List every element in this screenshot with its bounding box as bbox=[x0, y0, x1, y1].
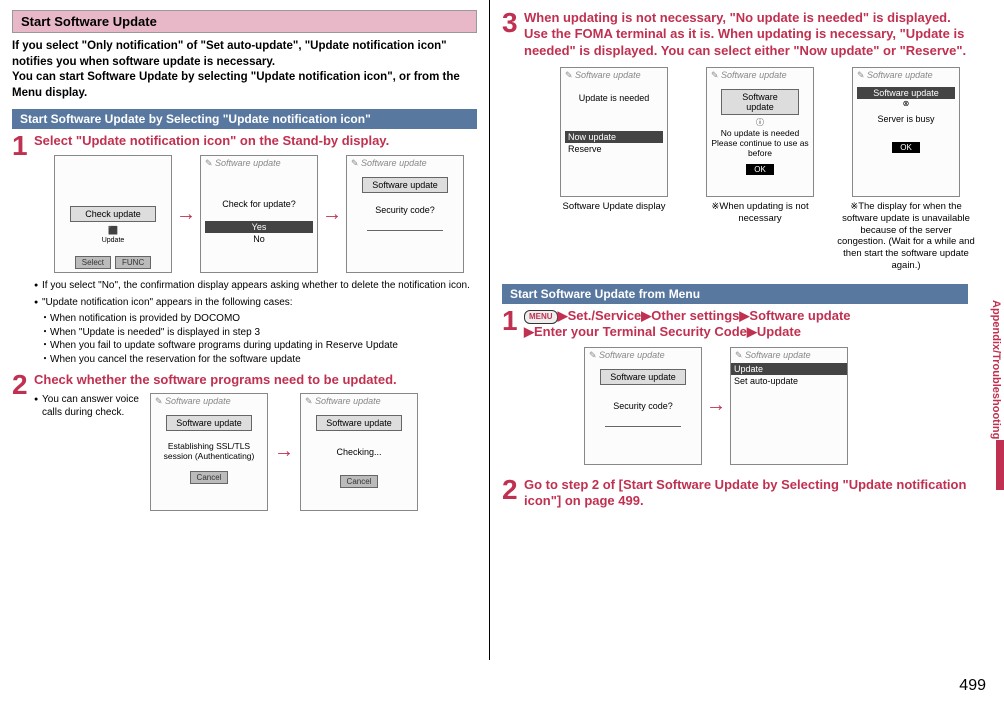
arrow-icon: → bbox=[176, 203, 196, 226]
screen-row-1: Check update ⬛Update Select FUNC → Softw… bbox=[54, 155, 477, 273]
menu-button-icon: MENU bbox=[524, 310, 558, 324]
security-code-screen: Software update Software update Security… bbox=[346, 155, 464, 273]
step-number: 2 bbox=[12, 372, 34, 510]
screen-title: Software update bbox=[731, 348, 847, 363]
yes-option: Yes bbox=[205, 221, 313, 233]
security-label: Security code? bbox=[375, 205, 435, 215]
status-message: Establishing SSL/TLS session (Authentica… bbox=[155, 441, 263, 461]
menu-path: MENU▶Set./Service▶Other settings▶Softwar… bbox=[524, 308, 968, 341]
no-option: No bbox=[205, 233, 313, 245]
code-input bbox=[605, 415, 681, 427]
step-title: When updating is not necessary, "No upda… bbox=[524, 10, 976, 59]
step-title: Go to step 2 of [Start Software Update b… bbox=[524, 477, 968, 510]
arrow-icon: → bbox=[706, 394, 726, 417]
server-busy-screen: Software update Software update ⊗ Server… bbox=[852, 67, 960, 197]
step-1b: 1 MENU▶Set./Service▶Other settings▶Softw… bbox=[502, 308, 968, 471]
checking-screen: Software update Software update Checking… bbox=[300, 393, 418, 511]
page-number: 499 bbox=[959, 677, 986, 695]
screen-caption: ※When updating is not necessary bbox=[690, 201, 830, 225]
screen-caption: ※The display for when the software updat… bbox=[836, 201, 976, 272]
screen-row-3: Software update Update is needed Now upd… bbox=[544, 67, 976, 272]
security-label: Security code? bbox=[613, 401, 673, 411]
arrow-icon: → bbox=[274, 440, 294, 463]
screen-row-1b: Software update Software update Security… bbox=[584, 347, 968, 465]
screen-title: Software update bbox=[301, 394, 417, 409]
screen-title: Software update bbox=[585, 348, 701, 363]
cancel-button: Cancel bbox=[190, 471, 229, 484]
check-update-button: Check update bbox=[70, 206, 156, 222]
standby-screen: Check update ⬛Update Select FUNC bbox=[54, 155, 172, 273]
dialog-title: Software update bbox=[721, 89, 799, 115]
screen-title: Software update bbox=[347, 156, 463, 171]
dialog-title: Software update bbox=[600, 369, 686, 385]
step-1: 1 Select "Update notification icon" on t… bbox=[12, 133, 477, 366]
screen-title: Software update bbox=[201, 156, 317, 171]
screen-caption: Software Update display bbox=[563, 201, 666, 213]
step-2b: 2 Go to step 2 of [Start Software Update… bbox=[502, 477, 968, 514]
status-message: Server is busy bbox=[877, 114, 934, 124]
section-header: Start Software Update bbox=[12, 10, 477, 33]
left-column: Start Software Update If you select "Onl… bbox=[0, 0, 490, 660]
side-tab-label: Appendix/Troubleshooting bbox=[990, 300, 1002, 439]
dialog-title: Software update bbox=[316, 415, 402, 431]
sub-header-1: Start Software Update by Selecting "Upda… bbox=[12, 109, 477, 129]
reserve-option: Reserve bbox=[565, 143, 663, 155]
no-update-screen: Software update Software update ⓘ No upd… bbox=[706, 67, 814, 197]
arrow-icon: → bbox=[322, 203, 342, 226]
code-input bbox=[367, 219, 443, 231]
confirm-message: Check for update? bbox=[222, 199, 296, 209]
side-tab-marker bbox=[996, 440, 1004, 490]
screen-title: Software update bbox=[707, 68, 813, 83]
status-message: No update is needed Please continue to u… bbox=[711, 128, 809, 159]
now-update-option: Now update bbox=[565, 131, 663, 143]
note-bullet: If you select "No", the confirmation dis… bbox=[34, 279, 477, 293]
dialog-title: Software update bbox=[362, 177, 448, 193]
screen-title: Software update bbox=[151, 394, 267, 409]
step-3: 3 When updating is not necessary, "No up… bbox=[502, 10, 968, 276]
step-title: Check whether the software programs need… bbox=[34, 372, 477, 388]
select-softkey: Select bbox=[75, 256, 111, 269]
ok-button: OK bbox=[892, 142, 920, 153]
ssl-screen: Software update Software update Establis… bbox=[150, 393, 268, 511]
sub-bullet: When you cancel the reservation for the … bbox=[34, 353, 477, 367]
check-update-screen: Software update Check for update? Yes No bbox=[200, 155, 318, 273]
update-option: Update bbox=[731, 363, 847, 375]
intro-text: If you select "Only notification" of "Se… bbox=[12, 39, 477, 101]
auto-update-option: Set auto-update bbox=[731, 375, 847, 387]
step-number: 3 bbox=[502, 10, 524, 276]
step-number: 1 bbox=[502, 308, 524, 471]
step-number: 2 bbox=[502, 477, 524, 514]
screen-title: Software update bbox=[853, 68, 959, 83]
update-menu-screen: Software update Update Set auto-update bbox=[730, 347, 848, 465]
step-2: 2 Check whether the software programs ne… bbox=[12, 372, 477, 510]
dialog-title: Software update bbox=[166, 415, 252, 431]
func-softkey: FUNC bbox=[115, 256, 151, 269]
update-needed-screen: Software update Update is needed Now upd… bbox=[560, 67, 668, 197]
step-number: 1 bbox=[12, 133, 34, 366]
status-message: Checking... bbox=[336, 447, 381, 457]
sub-bullet: When "Update is needed" is displayed in … bbox=[34, 326, 477, 340]
sub-bullet: When notification is provided by DOCOMO bbox=[34, 312, 477, 326]
screen-title: Software update bbox=[561, 68, 667, 83]
dialog-title: Software update bbox=[857, 87, 955, 99]
ok-button: OK bbox=[746, 164, 774, 175]
step-title: Select "Update notification icon" on the… bbox=[34, 133, 477, 149]
status-message: Update is needed bbox=[579, 93, 650, 103]
sub-bullet: When you fail to update software program… bbox=[34, 339, 477, 353]
cancel-button: Cancel bbox=[340, 475, 379, 488]
sub-header-2: Start Software Update from Menu bbox=[502, 284, 968, 304]
note-bullet: You can answer voice calls during check. bbox=[34, 393, 144, 420]
security-code-screen-b: Software update Software update Security… bbox=[584, 347, 702, 465]
note-bullet: "Update notification icon" appears in th… bbox=[34, 296, 477, 310]
right-column: 3 When updating is not necessary, "No up… bbox=[490, 0, 980, 660]
